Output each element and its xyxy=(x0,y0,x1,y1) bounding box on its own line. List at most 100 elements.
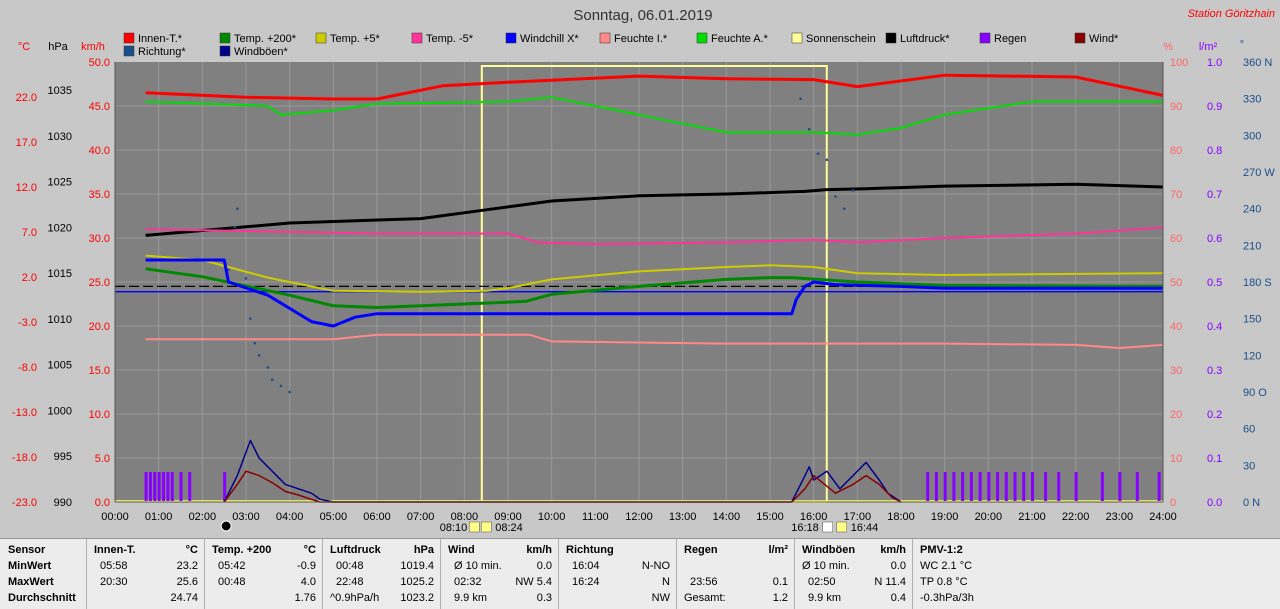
x-tick-label: 05:00 xyxy=(320,511,348,523)
stats-richtung-avg-value: NW xyxy=(651,592,670,604)
pct-tick-label: 40 xyxy=(1170,321,1182,333)
kmh-tick-label: 0.0 xyxy=(95,497,110,509)
stats-richtung-block: Richtung 16:04 N-NO 16:24 N NW xyxy=(558,539,677,609)
hpa-tick-label: 1005 xyxy=(48,360,72,372)
stats-regen-max-value: 0.1 xyxy=(772,576,788,588)
dir-tick-label: 180 S xyxy=(1243,277,1272,289)
unit-degc: °C xyxy=(18,41,30,53)
legend-swatch xyxy=(123,32,135,44)
series-line-4 xyxy=(145,254,1164,293)
x-tick-label: 18:00 xyxy=(887,511,915,523)
stats-pmv-trend: -0.3hPa/3h xyxy=(920,592,974,604)
stats-wind-min-value: 0.0 xyxy=(536,560,552,572)
lm2-tick-label: 0.5 xyxy=(1207,277,1222,289)
kmh-tick-label: 45.0 xyxy=(89,101,110,113)
richtung-point xyxy=(799,97,802,100)
kmh-tick-label: 30.0 xyxy=(89,233,110,245)
stats-luftdruck-trend: ^0.9hPa/h xyxy=(330,592,380,604)
x-tick-label: 21:00 xyxy=(1018,511,1046,523)
kmh-tick-label: 40.0 xyxy=(89,145,110,157)
stats-boen-block: Windböen km/h Ø 10 min. 0.0 02:50 N 11.4… xyxy=(794,539,913,609)
stats-boen-min-value: 0.0 xyxy=(890,560,906,572)
richtung-point xyxy=(842,207,846,210)
stats-boen-avg-value: 0.4 xyxy=(890,592,906,604)
stats-luftdruck-block: Luftdruck hPa 00:48 1019.4 22:48 1025.2 … xyxy=(322,539,441,609)
regen-bar xyxy=(1157,472,1161,501)
regen-bar xyxy=(996,472,1000,501)
x-tick-label: 11:00 xyxy=(582,511,609,523)
series-line-3 xyxy=(145,226,1164,246)
regen-bar xyxy=(961,472,965,501)
legend-swatch xyxy=(599,32,611,44)
stats-boen-unit: km/h xyxy=(880,544,906,556)
legend-swatch xyxy=(315,32,327,44)
lm2-tick-label: 0.2 xyxy=(1207,409,1222,421)
x-tick-label: 06:00 xyxy=(363,511,391,523)
x-tick-label: 02:00 xyxy=(189,511,217,523)
stats-innen-unit: °C xyxy=(185,544,198,556)
temp-tick-label: 2.0 xyxy=(22,272,37,284)
richtung-point xyxy=(244,277,248,280)
richtung-point xyxy=(235,207,239,210)
richtung-point xyxy=(825,158,829,162)
legend-label: Feuchte A.* xyxy=(711,33,769,45)
dir-tick-label: 330 xyxy=(1243,94,1261,106)
dir-tick-label: 150 xyxy=(1243,314,1261,326)
regen-bar xyxy=(969,472,973,501)
x-tick-label: 20:00 xyxy=(975,511,1003,523)
dir-tick-label: 240 xyxy=(1243,204,1261,216)
lm2-tick-label: 0.6 xyxy=(1207,233,1222,245)
pct-tick-label: 20 xyxy=(1170,409,1182,421)
regen-bar xyxy=(1118,472,1122,501)
regen-bar xyxy=(1074,472,1078,501)
legend-swatch xyxy=(411,32,423,44)
unit-kmh: km/h xyxy=(81,41,105,53)
hpa-tick-label: 1035 xyxy=(48,85,72,97)
x-tick-label: 13:00 xyxy=(669,511,697,523)
legend-label: Luftdruck* xyxy=(900,33,950,45)
hpa-tick-label: 1020 xyxy=(48,222,72,234)
sunrise-moon-icon xyxy=(481,521,492,533)
legend-swatch xyxy=(885,32,897,44)
regen-bar xyxy=(188,472,192,501)
dir-tick-label: 30 xyxy=(1243,460,1255,472)
stats-richtung-header: Richtung xyxy=(566,544,614,556)
lm2-tick-label: 0.9 xyxy=(1207,101,1222,113)
pct-tick-label: 30 xyxy=(1170,365,1182,377)
legend-label: Temp. +5* xyxy=(330,33,381,45)
regen-bar xyxy=(162,472,166,501)
stats-wind-block: Wind km/h Ø 10 min. 0.0 02:32 NW 5.4 9.9… xyxy=(440,539,559,609)
richtung-point xyxy=(270,378,274,382)
chart-canvas: 08:10 08:24 16:18 16:44 22.0 17.0 12.0 7.0 2.0 -… xyxy=(11,7,1276,534)
sunrise-label: 08:10 xyxy=(440,522,468,534)
hpa-tick-label: 1030 xyxy=(48,131,72,143)
regen-bar xyxy=(166,472,170,501)
stats-wind-max-value: NW 5.4 xyxy=(515,576,552,588)
chart-title: Sonntag, 06.01.2019 xyxy=(573,7,712,24)
richtung-point xyxy=(279,384,283,388)
legend-swatch xyxy=(219,32,231,44)
stats-temp200-avg-value: 1.76 xyxy=(294,592,316,604)
lm2-tick-label: 0.7 xyxy=(1207,189,1222,201)
series-line-7 xyxy=(145,333,1164,349)
moon-phase-icon xyxy=(220,520,232,532)
lm2-tick-label: 0.8 xyxy=(1207,145,1222,157)
stats-temp200-min-value: -0.9 xyxy=(297,560,316,572)
regen-bar xyxy=(179,472,183,501)
pct-tick-label: 0 xyxy=(1170,497,1176,509)
pct-tick-label: 100 xyxy=(1170,57,1188,69)
legend-label: Windböen* xyxy=(234,46,289,58)
dir-tick-label: 300 xyxy=(1243,130,1261,142)
x-tick-label: 00:00 xyxy=(101,511,129,523)
dir-tick-label: 90 O xyxy=(1243,387,1267,399)
stats-regen-total-value: 1.2 xyxy=(772,592,788,604)
regen-bar xyxy=(1022,472,1026,501)
kmh-tick-label: 5.0 xyxy=(95,453,110,465)
temp-tick-label: -18.0 xyxy=(12,452,37,464)
sunrise-sun-icon xyxy=(469,521,480,533)
stats-boen-distance: 9.9 km xyxy=(808,592,842,604)
stats-boen-min-label: Ø 10 min. xyxy=(802,560,850,572)
statistics-panel: Sensor MinWert MaxWert Durchschnitt Inne… xyxy=(0,538,1280,609)
temp-tick-label: -8.0 xyxy=(18,362,37,374)
